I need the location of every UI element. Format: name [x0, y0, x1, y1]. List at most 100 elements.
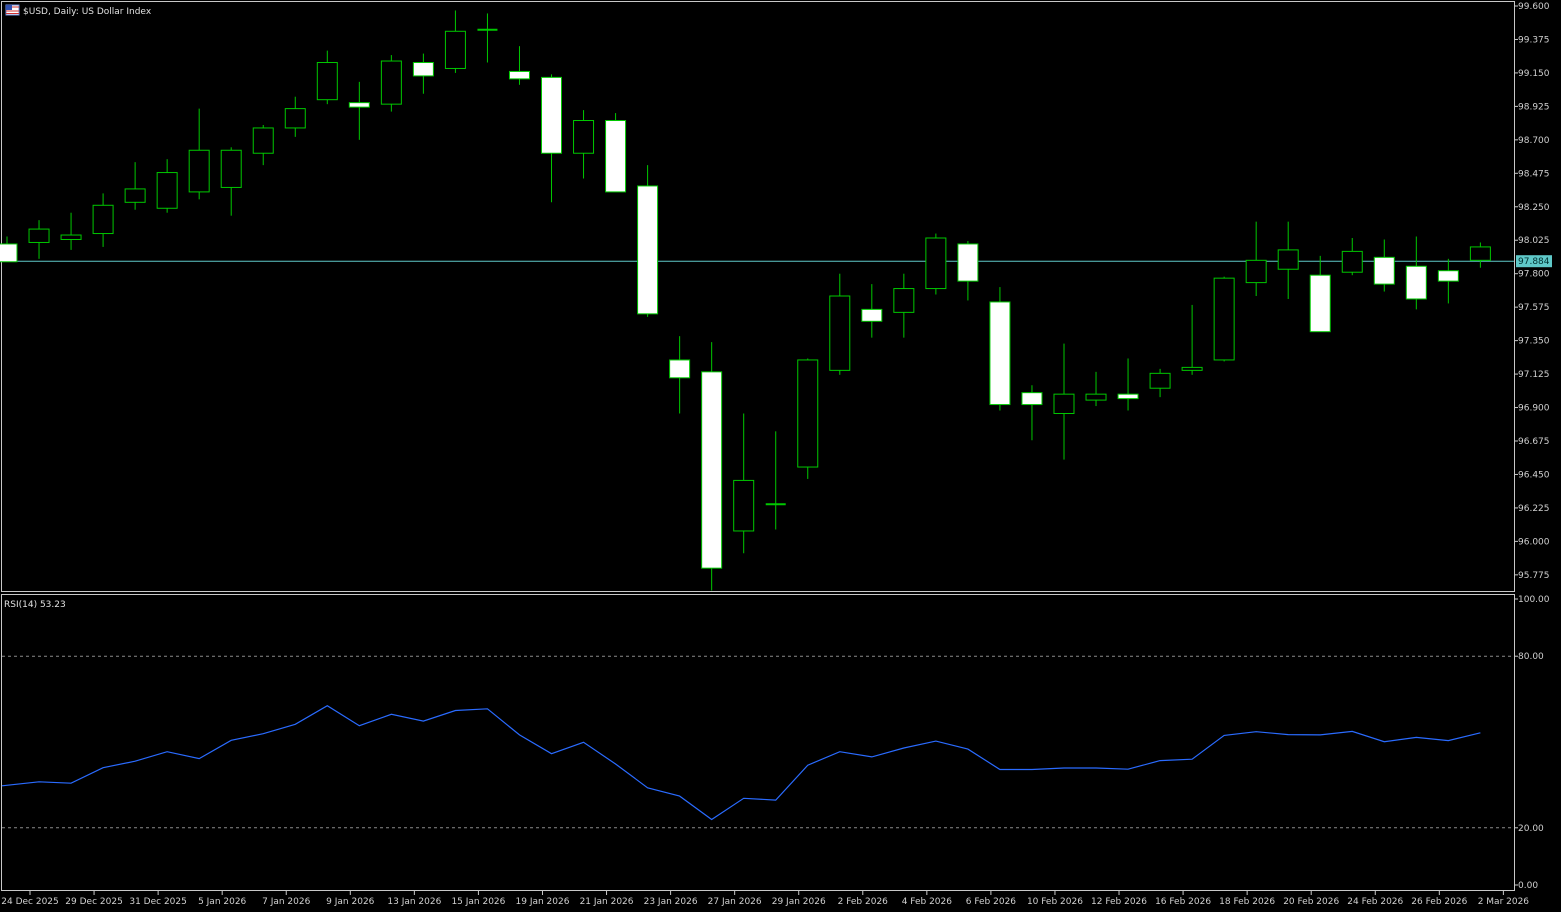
- date-label: 9 Jan 2026: [326, 897, 374, 907]
- candle: [220, 147, 242, 216]
- candle: [252, 124, 274, 166]
- price-axis-label: 98.475: [1518, 169, 1550, 179]
- candle: [1405, 236, 1427, 310]
- candle-body: [1245, 259, 1267, 284]
- price-axis-label: 98.925: [1518, 102, 1550, 112]
- candle: [637, 165, 659, 317]
- candle: [701, 342, 723, 591]
- date-label: 16 Feb 2026: [1155, 897, 1211, 907]
- rsi-series: [1, 704, 1481, 821]
- price-axis-label: 99.600: [1518, 2, 1550, 12]
- candle-body: [1277, 249, 1299, 270]
- date-label: 2 Mar 2026: [1478, 897, 1530, 907]
- date-label: 26 Feb 2026: [1411, 897, 1467, 907]
- candle-body: [829, 295, 851, 371]
- candle-body: [1085, 393, 1107, 401]
- candle: [1341, 238, 1363, 276]
- date-label: 20 Feb 2026: [1283, 897, 1339, 907]
- candle: [1469, 242, 1491, 268]
- candle: [380, 55, 402, 112]
- candle: [28, 220, 50, 259]
- price-axis-label: 97.125: [1518, 370, 1550, 380]
- candle: [1277, 221, 1299, 299]
- date-label: 7 Jan 2026: [262, 897, 310, 907]
- date-label: 21 Jan 2026: [580, 897, 634, 907]
- candle-body: [797, 359, 819, 468]
- price-axis-label: 98.025: [1518, 236, 1550, 246]
- candle-body: [284, 108, 306, 129]
- date-label: 23 Jan 2026: [644, 897, 698, 907]
- candle-body: [1341, 250, 1363, 273]
- date-label: 12 Feb 2026: [1091, 897, 1147, 907]
- candle-body: [541, 76, 563, 154]
- date-label: 2 Feb 2026: [838, 897, 889, 907]
- rsi-levels: [2, 655, 1514, 829]
- candle-body: [1309, 274, 1331, 333]
- price-axis-label: 97.800: [1518, 270, 1550, 280]
- candle: [573, 110, 595, 179]
- candle: [829, 273, 851, 375]
- candle: [669, 336, 691, 414]
- candle: [156, 159, 178, 213]
- price-axis-label: 96.900: [1518, 404, 1550, 414]
- candle: [477, 13, 498, 63]
- candle: [1149, 368, 1171, 398]
- candle-body: [573, 120, 595, 154]
- rsi-panel-frame: [1, 594, 1515, 891]
- price-axis-label: 96.000: [1518, 537, 1550, 547]
- candle: [1437, 258, 1459, 304]
- price-axis-label: 98.250: [1518, 203, 1550, 213]
- rsi-axis-label: 20.00: [1518, 824, 1544, 834]
- candle-body: [508, 70, 530, 80]
- date-label: 5 Jan 2026: [198, 897, 246, 907]
- date-label: 27 Jan 2026: [708, 897, 762, 907]
- price-axis-label: 99.375: [1518, 35, 1550, 45]
- candle: [1117, 358, 1139, 411]
- rsi-axis: 100.00 80.00 20.00 0.00: [1514, 595, 1550, 891]
- candle: [188, 108, 210, 200]
- candle: [1245, 221, 1267, 296]
- candle-body: [60, 234, 82, 240]
- candle: [412, 53, 434, 94]
- candle-body: [1469, 246, 1491, 261]
- candle-body: [444, 30, 466, 69]
- candle-body: [156, 172, 178, 209]
- candle-body: [92, 204, 114, 235]
- candle: [733, 413, 755, 554]
- candle: [957, 240, 979, 301]
- candle-body: [220, 149, 242, 188]
- date-label: 19 Jan 2026: [516, 897, 570, 907]
- symbol-label: $USD, Daily: US Dollar Index: [23, 7, 152, 17]
- rsi-label: RSI(14) 53.23: [4, 600, 66, 610]
- candle: [765, 431, 786, 530]
- price-axis-label: 98.700: [1518, 136, 1550, 146]
- rsi-axis-label: 80.00: [1518, 652, 1544, 662]
- candle: [1085, 371, 1107, 407]
- date-label: 18 Feb 2026: [1219, 897, 1275, 907]
- current-price-label: 97.884: [1518, 257, 1550, 267]
- date-label: 6 Feb 2026: [966, 897, 1017, 907]
- candle-body: [989, 301, 1011, 406]
- candle: [1309, 255, 1331, 333]
- date-label: 24 Dec 2025: [1, 897, 59, 907]
- candle: [541, 74, 563, 203]
- candle: [893, 273, 915, 338]
- current-price-tag: [1516, 255, 1552, 268]
- candle-body: [1117, 393, 1139, 400]
- price-axis-label: 99.150: [1518, 69, 1550, 79]
- candle: [797, 358, 819, 479]
- candle-body: [348, 102, 370, 108]
- candle-body: [701, 371, 723, 569]
- candle: [508, 46, 530, 85]
- candle-body: [1373, 256, 1395, 285]
- candle-body: [412, 62, 434, 77]
- candle-body: [1021, 392, 1043, 406]
- candle: [605, 113, 627, 193]
- candle-body: [893, 288, 915, 313]
- rsi-axis-label: 0.00: [1518, 881, 1538, 891]
- candle: [444, 10, 466, 73]
- price-panel-frame: [1, 1, 1515, 592]
- candle-body: [252, 127, 274, 154]
- candle-body: [1213, 277, 1235, 361]
